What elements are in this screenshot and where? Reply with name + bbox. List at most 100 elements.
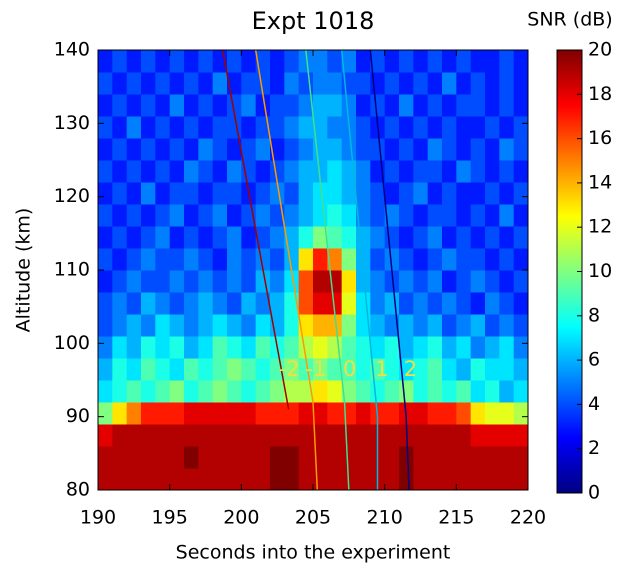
heatmap-cell (255, 402, 271, 425)
heatmap-cell (413, 226, 429, 249)
heatmap-cell (112, 116, 128, 139)
heatmap-cell (169, 226, 185, 249)
heatmap-cell (298, 292, 314, 315)
heatmap-cell (141, 314, 156, 337)
heatmap-cell (313, 182, 328, 205)
heatmap-cell (141, 94, 156, 117)
heatmap-cell (112, 72, 128, 95)
heatmap-cell (284, 468, 300, 491)
heatmap-cell (284, 204, 300, 227)
heatmap-cell (212, 270, 228, 293)
heatmap-cell (255, 182, 271, 205)
heatmap-cell (327, 204, 343, 227)
heatmap-cell (284, 72, 300, 95)
heatmap-cell (341, 446, 357, 469)
heatmap-cell (227, 182, 242, 205)
series-label: 0 (343, 357, 356, 381)
heatmap-cell (227, 138, 242, 161)
heatmap-cell (499, 292, 515, 315)
heatmap-cell (370, 248, 386, 271)
heatmap-cell (499, 336, 515, 359)
heatmap-cell (341, 402, 357, 425)
heatmap-cell (169, 182, 185, 205)
heatmap-cell (141, 50, 156, 73)
heatmap-cell (98, 248, 113, 271)
x-tick-label: 210 (367, 507, 403, 529)
heatmap-cell (198, 336, 214, 359)
heatmap-cell (155, 468, 171, 491)
heatmap-cell (456, 50, 472, 73)
heatmap-cell (399, 138, 414, 161)
heatmap-cell (456, 248, 472, 271)
heatmap-cell (370, 94, 386, 117)
heatmap-cell (485, 270, 500, 293)
heatmap-cell (384, 160, 400, 183)
heatmap-cell (112, 226, 128, 249)
heatmap-cell (169, 402, 185, 425)
heatmap-cell (227, 72, 242, 95)
heatmap-cell (413, 446, 429, 469)
heatmap-cell (241, 116, 257, 139)
heatmap-cell (485, 468, 500, 491)
heatmap-cell (241, 248, 257, 271)
heatmap-cell (499, 380, 515, 403)
heatmap-cell (141, 226, 156, 249)
heatmap-cell (270, 292, 285, 315)
heatmap-cell (413, 182, 429, 205)
heatmap-cell (327, 424, 343, 447)
heatmap-cell (499, 226, 515, 249)
heatmap-cell (255, 138, 271, 161)
heatmap-cell (485, 292, 500, 315)
heatmap-cell (341, 292, 357, 315)
heatmap-cell (456, 116, 472, 139)
heatmap-cell (270, 446, 285, 469)
heatmap-cell (313, 336, 328, 359)
heatmap-cell (98, 160, 113, 183)
heatmap-cell (384, 182, 400, 205)
heatmap-cell (413, 402, 429, 425)
heatmap-cell (456, 226, 472, 249)
heatmap-cell (241, 314, 257, 337)
heatmap-cell (198, 314, 214, 337)
heatmap-cell (126, 380, 142, 403)
heatmap-cell (184, 204, 199, 227)
heatmap-cell (284, 248, 300, 271)
heatmap-cell (370, 336, 386, 359)
heatmap-cell (384, 94, 400, 117)
heatmap-cell (126, 94, 142, 117)
heatmap-cell (212, 204, 228, 227)
heatmap-cell (155, 402, 171, 425)
heatmap-cell (341, 424, 357, 447)
heatmap-cell (98, 336, 113, 359)
heatmap-cell (413, 424, 429, 447)
heatmap-cell (485, 358, 500, 381)
heatmap-cell (112, 424, 128, 447)
heatmap-cell (513, 50, 529, 73)
heatmap-cell (470, 116, 486, 139)
heatmap-cell (399, 314, 414, 337)
heatmap-cell (313, 226, 328, 249)
series-label: -2 (279, 357, 300, 381)
heatmap-cell (313, 358, 328, 381)
heatmap-cell (427, 138, 443, 161)
heatmap-cell (384, 336, 400, 359)
heatmap-cell (284, 446, 300, 469)
heatmap-cell (384, 116, 400, 139)
heatmap-cell (499, 314, 515, 337)
heatmap-cell (327, 72, 343, 95)
heatmap-cell (327, 50, 343, 73)
heatmap-cell (413, 270, 429, 293)
heatmap-cell (141, 270, 156, 293)
heatmap-cell (313, 50, 328, 73)
heatmap-cell (442, 468, 457, 491)
heatmap-cell (456, 468, 472, 491)
heatmap-cell (184, 270, 199, 293)
y-tick-label: 90 (66, 405, 90, 427)
heatmap-cell (499, 72, 515, 95)
heatmap-cell (470, 94, 486, 117)
heatmap-cell (212, 402, 228, 425)
heatmap-cell (126, 336, 142, 359)
heatmap-cell (470, 204, 486, 227)
heatmap-cell (169, 270, 185, 293)
heatmap-cell (356, 226, 371, 249)
